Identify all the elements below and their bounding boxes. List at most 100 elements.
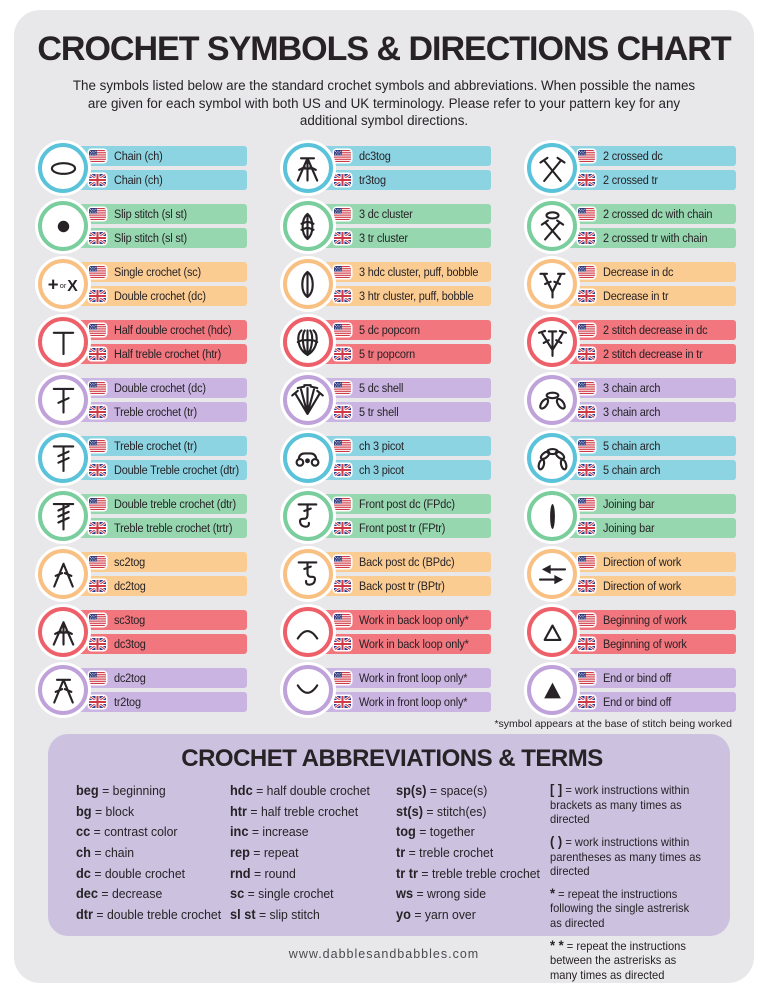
abbreviations-panel: CROCHET ABBREVIATIONS & TERMS beg = begi… <box>48 734 730 982</box>
abbr-definition: single crochet <box>258 886 334 902</box>
abbr-definition: stitch(es) <box>436 803 487 819</box>
uk-flag-icon <box>89 174 106 187</box>
symbol-row: Back post dc (BPdc) Back post tr (BPtr) <box>281 549 492 600</box>
uk-flag-icon <box>578 522 596 535</box>
abbr-note: * * = repeat the instructions between th… <box>550 937 702 984</box>
uk-flag-icon <box>578 232 596 245</box>
chain-arch-3-icon <box>527 375 578 426</box>
us-stitch-label: 5 chain arch <box>603 439 661 454</box>
symbol-row: Front post dc (FPdc) Front post tr (FPtr) <box>281 491 492 542</box>
us-stitch-label: sc3tog <box>114 613 146 628</box>
cluster-3dc-icon <box>282 201 333 252</box>
page-title: CROCHET SYMBOLS & DIRECTIONS CHART <box>37 30 731 68</box>
uk-stitch-bar: Treble treble crochet (trtr) <box>60 518 247 539</box>
equals-sign: = <box>255 906 270 922</box>
uk-stitch-bar: Decrease in tr <box>549 286 736 307</box>
uk-stitch-label: tr3tog <box>358 173 386 188</box>
uk-flag-icon <box>578 638 596 651</box>
us-stitch-label: Joining bar <box>603 497 655 512</box>
us-stitch-bar: End or bind off <box>549 668 736 689</box>
uk-flag-icon <box>578 696 596 709</box>
front-post-icon <box>282 491 333 542</box>
uk-flag-icon <box>333 232 351 245</box>
uk-flag-icon <box>578 348 596 361</box>
abbr-definition: treble treble crochet <box>431 865 540 881</box>
front-loop-icon <box>282 665 333 716</box>
uk-stitch-bar: tr3tog <box>304 170 492 191</box>
us-stitch-bar: Back post dc (BPdc) <box>304 552 492 573</box>
equals-sign: = <box>415 824 430 840</box>
us-flag-icon <box>578 556 596 569</box>
us-flag-icon <box>89 498 106 511</box>
us-stitch-bar: Beginning of work <box>549 610 736 631</box>
abbr-term: htr <box>230 803 248 819</box>
us-stitch-bar: Half double crochet (hdc) <box>60 320 247 341</box>
cluster-3hdc-icon <box>282 259 333 310</box>
abbr-term: sc <box>230 886 245 902</box>
abbr-term: inc <box>230 824 249 840</box>
us-stitch-label: Half double crochet (hdc) <box>114 323 232 338</box>
symbol-row: sc2tog dc2tog <box>36 549 247 600</box>
uk-flag-icon <box>333 174 351 187</box>
us-stitch-label: Direction of work <box>603 555 682 570</box>
abbr-term: cc <box>76 824 91 840</box>
us-flag-icon <box>333 672 351 685</box>
abbr-term-line: cc = contrast color <box>76 822 217 843</box>
us-stitch-label: dc3tog <box>358 149 391 164</box>
abbr-column-2: hdc = half double crochet htr = half treb… <box>230 781 392 988</box>
us-flag-icon <box>333 556 351 569</box>
symbol-grid: Chain (ch) Chain (ch) Slip stitch (sl st) S… <box>36 143 736 716</box>
stitch-pill: Half double crochet (hdc) Half treble cro… <box>60 320 247 365</box>
uk-stitch-label: 3 tr cluster <box>358 231 408 246</box>
abbr-term-line: rep = repeat <box>230 843 382 864</box>
uk-stitch-label: Work in front loop only* <box>358 695 467 710</box>
us-stitch-label: sc2tog <box>114 555 146 570</box>
us-stitch-label: Double crochet (dc) <box>114 381 206 396</box>
uk-stitch-label: 2 crossed tr with chain <box>603 231 708 246</box>
direction-of-work-icon <box>527 549 578 600</box>
abbreviations-columns: beg = beginning bg = block cc = contrast c… <box>76 781 708 988</box>
uk-stitch-label: Back post tr (BPtr) <box>358 579 445 594</box>
abbr-column-3: sp(s) = space(s) st(s) = stitch(es) tog = … <box>396 781 546 988</box>
note-symbol: ( ) <box>550 833 563 849</box>
page-subtitle: The symbols listed below are the standar… <box>72 77 696 129</box>
equals-sign: = <box>422 803 437 819</box>
stitch-pill: 5 dc shell 5 tr shell <box>304 378 492 423</box>
us-stitch-bar: Single crochet (sc) <box>60 262 247 283</box>
abbr-note: ( ) = work instructions within parenthes… <box>550 833 702 880</box>
uk-stitch-bar: 5 tr popcorn <box>304 344 492 365</box>
note-text: = repeat the instructions between the as… <box>550 939 686 982</box>
us-stitch-bar: sc3tog <box>60 610 247 631</box>
uk-stitch-label: Front post tr (FPtr) <box>358 521 445 536</box>
abbr-term: dc <box>76 865 91 881</box>
uk-stitch-bar: Treble crochet (tr) <box>60 402 247 423</box>
uk-stitch-bar: Double Treble crochet (dtr) <box>60 460 247 481</box>
note-text: = repeat the instructions following the … <box>550 887 690 930</box>
equals-sign: = <box>249 844 264 860</box>
abbr-term: st(s) <box>396 803 423 819</box>
sc3tog-icon <box>38 607 88 658</box>
chain-arch-5-icon <box>527 433 578 484</box>
us-flag-icon <box>333 382 351 395</box>
us-flag-icon <box>578 266 596 279</box>
us-stitch-bar: Chain (ch) <box>60 146 247 167</box>
abbr-term: ch <box>76 844 91 860</box>
picot-icon <box>282 433 333 484</box>
us-stitch-label: Beginning of work <box>603 613 688 628</box>
abbr-term-line: yo = yarn over <box>396 905 537 926</box>
symbol-row: 2 crossed dc with chain 2 crossed tr with… <box>525 201 736 252</box>
uk-flag-icon <box>578 406 596 419</box>
uk-stitch-bar: Slip stitch (sl st) <box>60 228 247 249</box>
uk-stitch-label: Joining bar <box>603 521 655 536</box>
symbol-row: Slip stitch (sl st) Slip stitch (sl st) <box>36 201 247 252</box>
stitch-pill: Direction of work Direction of work <box>549 552 736 597</box>
stitch-pill: dc2tog tr2tog <box>60 668 247 713</box>
us-flag-icon <box>578 150 596 163</box>
sc2tog-icon <box>38 549 88 600</box>
us-flag-icon <box>333 208 351 221</box>
stitch-pill: Slip stitch (sl st) Slip stitch (sl st) <box>60 204 247 249</box>
stitch-pill: Chain (ch) Chain (ch) <box>60 146 247 191</box>
us-stitch-label: Work in front loop only* <box>358 671 467 686</box>
us-stitch-label: Treble crochet (tr) <box>114 439 197 454</box>
us-stitch-label: 2 stitch decrease in dc <box>603 323 708 338</box>
